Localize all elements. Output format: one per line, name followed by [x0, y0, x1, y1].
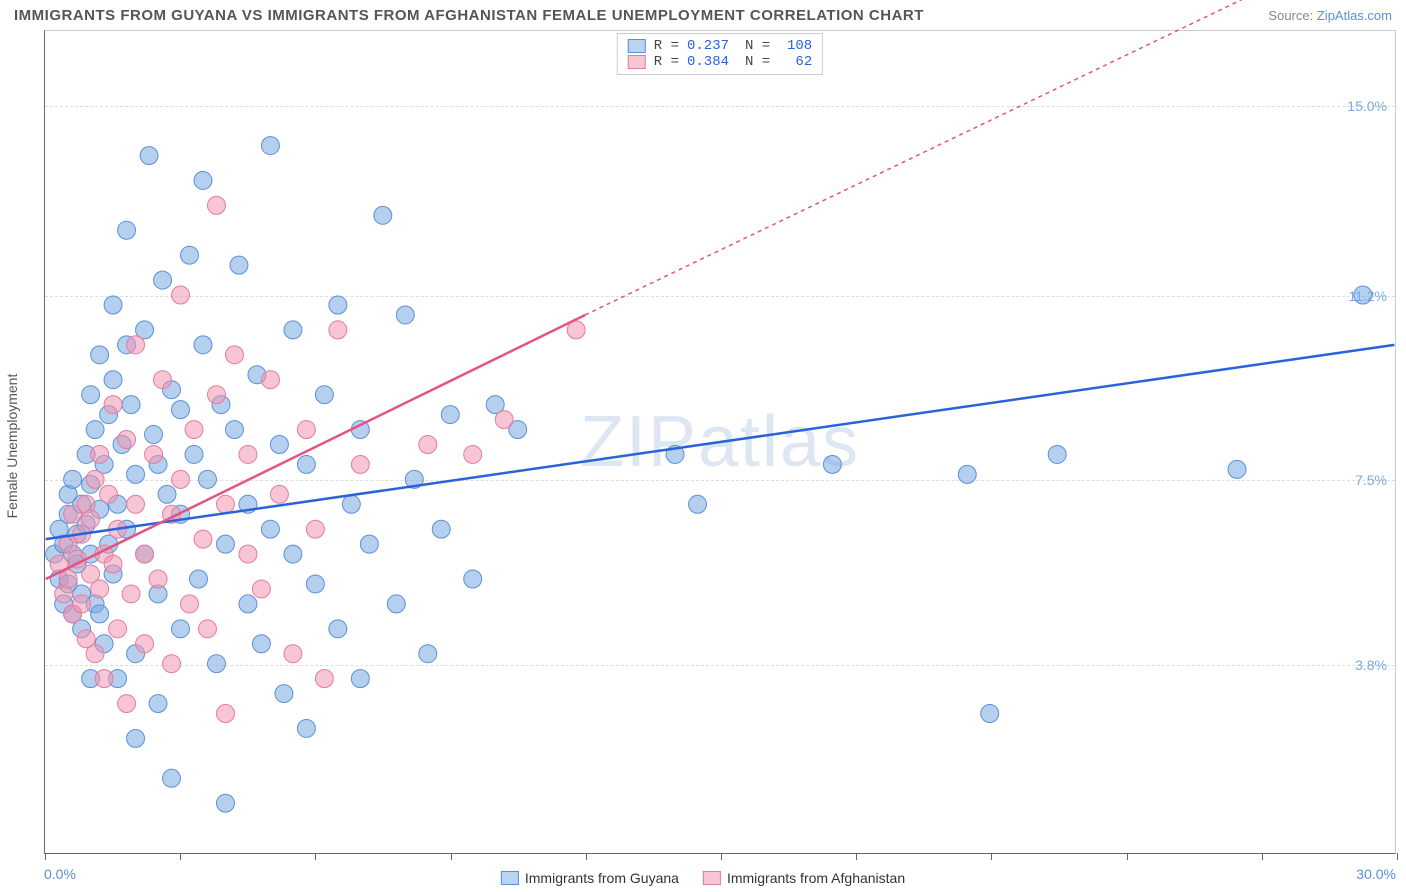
legend-n-label: N =	[745, 38, 770, 54]
x-tick	[1397, 853, 1398, 860]
legend-r-label: R =	[654, 54, 679, 70]
scatter-plot-area: ZIPatlas R = 0.237 N = 108 R = 0.384 N =…	[44, 30, 1396, 854]
legend-swatch	[628, 39, 646, 53]
chart-title: IMMIGRANTS FROM GUYANA VS IMMIGRANTS FRO…	[14, 7, 924, 24]
x-max-label: 30.0%	[1356, 866, 1396, 882]
legend-n-value: 108	[778, 38, 812, 54]
legend-r-value: 0.237	[687, 38, 729, 54]
trend-line	[46, 315, 585, 579]
x-tick	[45, 853, 46, 860]
legend-swatch	[703, 871, 721, 885]
x-tick	[451, 853, 452, 860]
legend-swatch	[628, 55, 646, 69]
y-axis-title: Female Unemployment	[4, 374, 20, 519]
source-attribution: Source: ZipAtlas.com	[1268, 8, 1392, 23]
legend-swatch	[501, 871, 519, 885]
legend-r-label: R =	[654, 38, 679, 54]
x-tick	[1262, 853, 1263, 860]
x-tick	[586, 853, 587, 860]
x-tick	[180, 853, 181, 860]
series-legend: Immigrants from Guyana Immigrants from A…	[501, 870, 905, 886]
legend-series-label: Immigrants from Guyana	[525, 870, 679, 886]
legend-series-label: Immigrants from Afghanistan	[727, 870, 905, 886]
correlation-legend: R = 0.237 N = 108 R = 0.384 N = 62	[617, 33, 823, 75]
legend-n-value: 62	[778, 54, 812, 70]
trend-line	[46, 345, 1395, 539]
x-min-label: 0.0%	[44, 866, 76, 882]
legend-r-value: 0.384	[687, 54, 729, 70]
x-tick	[1127, 853, 1128, 860]
x-tick	[991, 853, 992, 860]
legend-stat-row: R = 0.237 N = 108	[628, 38, 812, 54]
x-tick	[721, 853, 722, 860]
trend-lines-layer	[45, 31, 1395, 853]
legend-stat-row: R = 0.384 N = 62	[628, 54, 812, 70]
source-link[interactable]: ZipAtlas.com	[1317, 8, 1392, 23]
x-tick	[315, 853, 316, 860]
x-tick	[856, 853, 857, 860]
legend-n-label: N =	[745, 54, 770, 70]
legend-series-item: Immigrants from Afghanistan	[703, 870, 905, 886]
legend-series-item: Immigrants from Guyana	[501, 870, 679, 886]
